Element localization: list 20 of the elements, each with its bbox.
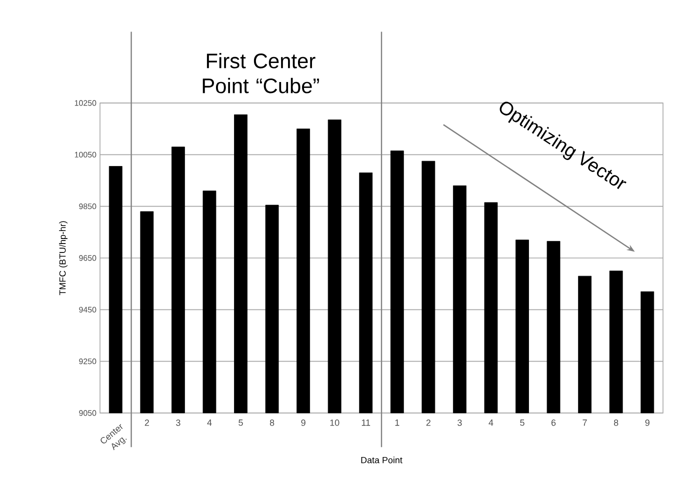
x-tick-label: 5 xyxy=(520,420,524,426)
x-tick-label: 9 xyxy=(645,420,650,426)
x-tick-label: 3 xyxy=(176,420,180,426)
x-tick-label: 3 xyxy=(458,420,462,426)
x-tick-label: 10 xyxy=(330,420,340,426)
x-tick-label: 5 xyxy=(238,420,243,426)
x-tick-label: 4 xyxy=(207,420,212,426)
x-tick-label: 4 xyxy=(488,420,494,426)
x-tick-label: 8 xyxy=(614,420,618,426)
x-tick-label: 1 xyxy=(395,420,400,426)
x-axis-title: Data Point xyxy=(361,456,402,464)
text: First Center Point “Cube” xyxy=(202,53,319,94)
x-tick-label: 8 xyxy=(270,420,274,426)
x-tick-label: 7 xyxy=(582,420,587,426)
x-tick-label: 2 xyxy=(144,420,149,426)
x-tick-label: 6 xyxy=(551,420,556,426)
x-tick-label: 9 xyxy=(301,420,306,426)
x-tick-label: 2 xyxy=(426,420,430,426)
x-tick-label: 11 xyxy=(362,420,370,426)
y-axis-title: TMFC (BTU/hp-hr) xyxy=(59,221,68,296)
